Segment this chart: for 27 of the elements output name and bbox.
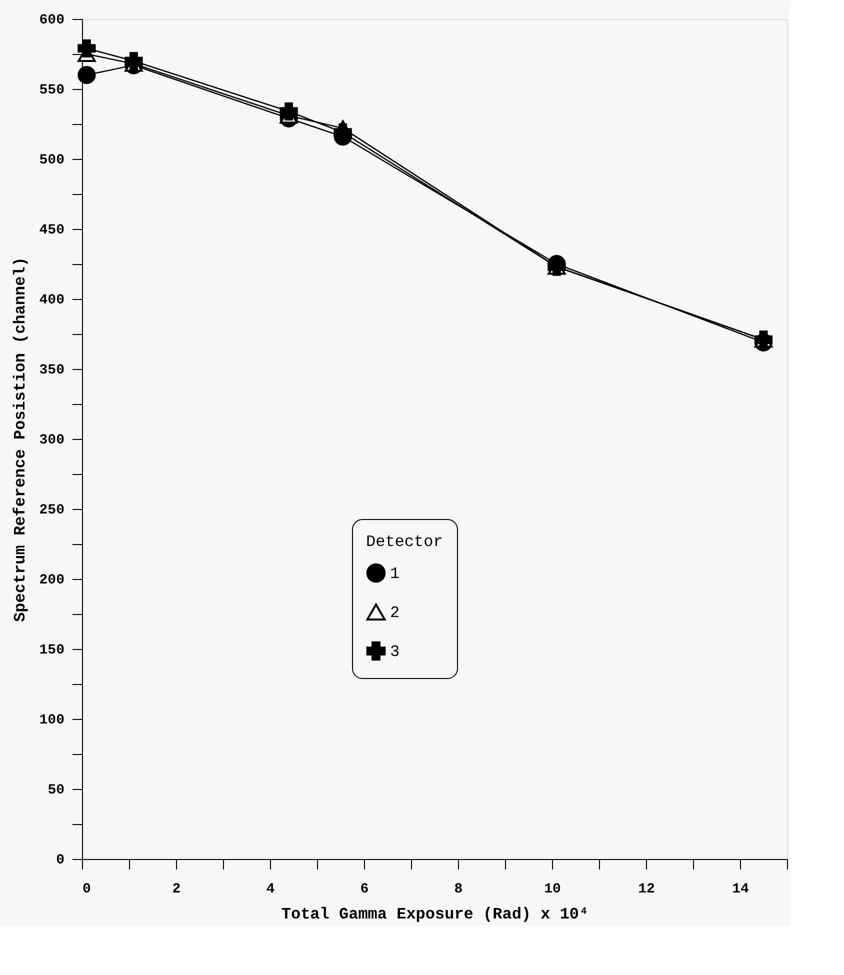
y-tick-label: 550 bbox=[39, 82, 64, 98]
y-tick-label: 450 bbox=[39, 222, 64, 238]
y-tick-label: 50 bbox=[48, 782, 64, 798]
y-tick-label: 250 bbox=[39, 502, 64, 518]
y-axis-title: Spectrum Reference Posistion (channel) bbox=[11, 257, 30, 622]
y-tick-label: 500 bbox=[39, 152, 64, 168]
legend-label: 3 bbox=[390, 643, 400, 661]
y-tick-label: 400 bbox=[39, 292, 64, 308]
legend-label: 2 bbox=[390, 604, 400, 622]
x-axis-title: Total Gamma Exposure (Rad) x 10⁴ bbox=[281, 906, 589, 924]
x-tick-label: 4 bbox=[266, 882, 275, 898]
x-tick-label: 10 bbox=[544, 882, 561, 898]
x-tick-label: 12 bbox=[638, 882, 655, 898]
y-tick-label: 600 bbox=[39, 12, 64, 28]
x-tick-label: 8 bbox=[454, 882, 463, 898]
x-tick-label: 2 bbox=[172, 882, 181, 898]
y-tick-label: 300 bbox=[39, 432, 64, 448]
x-tick-label: 0 bbox=[82, 882, 91, 898]
y-tick-label: 0 bbox=[56, 852, 64, 868]
y-tick-label: 350 bbox=[39, 362, 64, 378]
y-tick-label: 100 bbox=[39, 712, 64, 728]
x-tick-label: 14 bbox=[732, 882, 749, 898]
legend-title: Detector bbox=[366, 533, 443, 551]
y-tick-label: 150 bbox=[39, 642, 64, 658]
legend-label: 1 bbox=[390, 565, 400, 583]
x-tick-label: 6 bbox=[360, 882, 369, 898]
y-tick-label: 200 bbox=[39, 572, 64, 588]
